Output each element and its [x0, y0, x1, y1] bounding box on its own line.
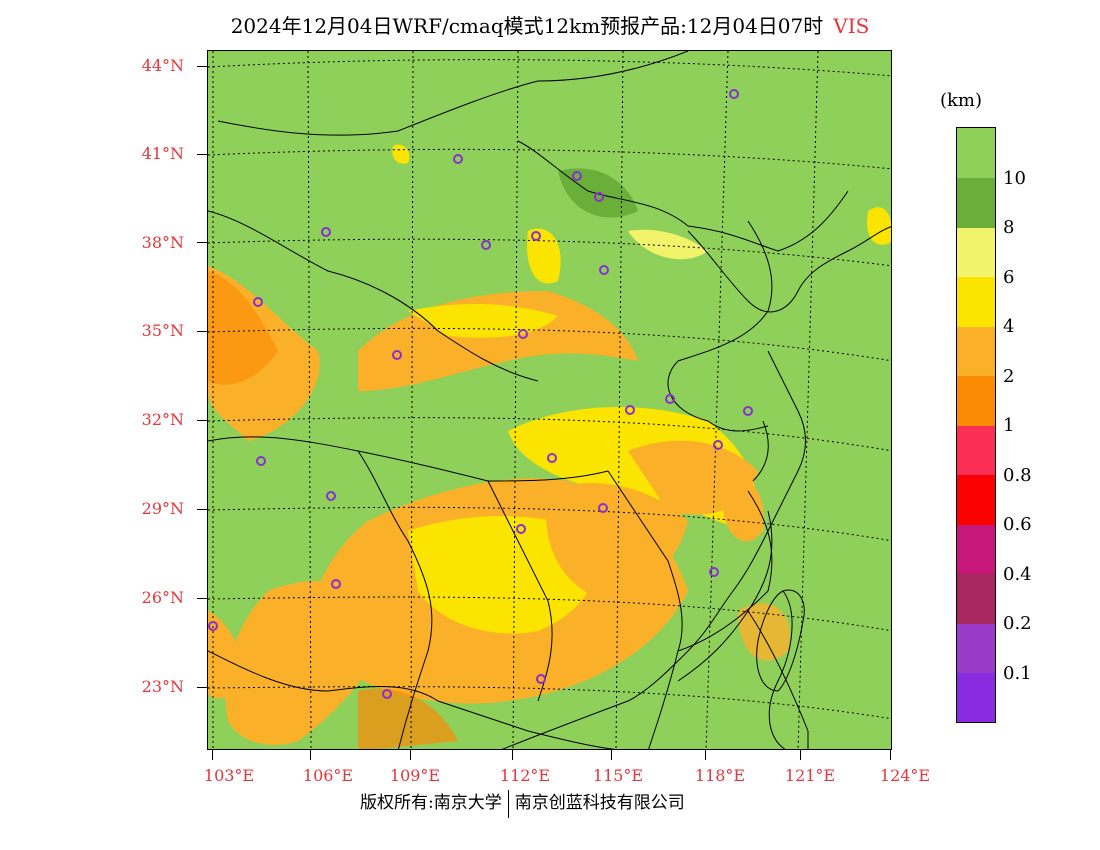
- lat-label: 29°N: [141, 499, 184, 518]
- city-marker: [256, 456, 266, 466]
- map-title: 2024年12月04日WRF/cmaq模式12km预报产品:12月04日07时 V…: [0, 10, 1100, 39]
- colorbar-segment: [957, 525, 995, 574]
- graticule: [208, 51, 891, 749]
- footer-divider: [507, 789, 509, 818]
- colorbar-label: 8: [1003, 217, 1015, 238]
- city-marker: [208, 621, 218, 631]
- coastline: [501, 226, 891, 749]
- colorbar-label: 2: [1003, 366, 1015, 387]
- lon-label: 124°E: [879, 766, 931, 785]
- colorbar-segment: [957, 376, 995, 426]
- lat-label: 26°N: [141, 588, 184, 607]
- colorbar-label: 0.8: [1003, 465, 1032, 486]
- lat-tick: [197, 331, 207, 332]
- lat-label: 35°N: [141, 321, 184, 340]
- colorbar-label: 6: [1003, 267, 1015, 288]
- colorbar-label: 1: [1003, 415, 1015, 436]
- colorbar-segment: [957, 624, 995, 673]
- colorbar-unit: (km): [940, 90, 983, 111]
- lon-tick: [310, 750, 311, 760]
- lat-label: 41°N: [141, 144, 184, 163]
- city-marker: [547, 453, 557, 463]
- lat-tick: [197, 598, 207, 599]
- lon-label: 112°E: [499, 766, 551, 785]
- colorbar-segment: [957, 475, 995, 525]
- lon-label: 121°E: [784, 766, 836, 785]
- copyright-footer: 版权所有:南京大学 南京创蓝科技有限公司: [360, 788, 685, 818]
- city-marker: [709, 567, 719, 577]
- footer-left: 版权所有:南京大学: [360, 793, 502, 813]
- colorbar-segment: [957, 277, 995, 327]
- colorbar-segment: [957, 574, 995, 624]
- city-marker: [453, 154, 463, 164]
- city-marker: [253, 297, 263, 307]
- lon-label: 106°E: [302, 766, 354, 785]
- title-variable: VIS: [833, 14, 870, 38]
- colorbar-label: 0.2: [1003, 613, 1032, 634]
- lat-tick: [197, 66, 207, 67]
- colorbar-segment: [957, 673, 995, 722]
- city-marker: [331, 579, 341, 589]
- colorbar-segment: [957, 228, 995, 277]
- map-canvas: [208, 51, 891, 749]
- city-marker: [572, 171, 582, 181]
- lat-tick: [197, 687, 207, 688]
- lat-tick: [197, 420, 207, 421]
- city-marker: [518, 329, 528, 339]
- city-marker: [516, 524, 526, 534]
- colorbar-label: 4: [1003, 316, 1015, 337]
- city-marker: [713, 440, 723, 450]
- city-marker: [665, 394, 675, 404]
- lon-label: 109°E: [389, 766, 441, 785]
- footer-right: 南京创蓝科技有限公司: [514, 793, 685, 813]
- colorbar-label: 0.6: [1003, 514, 1032, 535]
- lon-label: 103°E: [203, 766, 255, 785]
- colorbar-label: 0.4: [1003, 564, 1032, 585]
- city-marker: [481, 240, 491, 250]
- lat-tick: [197, 509, 207, 510]
- colorbar-segment: [957, 426, 995, 475]
- lon-tick: [800, 750, 801, 760]
- city-marker: [598, 503, 608, 513]
- lon-tick: [512, 750, 513, 760]
- city-marker: [392, 350, 402, 360]
- lat-label: 44°N: [141, 56, 184, 75]
- city-marker: [729, 89, 739, 99]
- city-marker: [536, 674, 546, 684]
- city-marker: [625, 405, 635, 415]
- city-marker: [594, 192, 604, 202]
- lat-label: 32°N: [141, 410, 184, 429]
- lon-label: 115°E: [592, 766, 644, 785]
- colorbar-label: 10: [1003, 168, 1026, 189]
- city-marker: [531, 231, 541, 241]
- title-text: 2024年12月04日WRF/cmaq模式12km预报产品:12月04日07时: [230, 14, 824, 38]
- lon-label: 118°E: [694, 766, 746, 785]
- colorbar-segment: [957, 178, 995, 228]
- colorbar-segment: [957, 128, 995, 178]
- city-marker: [743, 406, 753, 416]
- lat-label: 38°N: [141, 233, 184, 252]
- lon-tick: [890, 750, 891, 760]
- city-marker: [599, 265, 609, 275]
- lat-tick: [197, 154, 207, 155]
- lon-tick: [611, 750, 612, 760]
- lon-tick: [705, 750, 706, 760]
- lon-tick: [410, 750, 411, 760]
- lat-tick: [197, 242, 207, 243]
- colorbar: [956, 127, 996, 723]
- province-boundaries: [208, 51, 849, 749]
- city-marker: [382, 689, 392, 699]
- city-marker: [321, 227, 331, 237]
- visibility-map: [207, 50, 892, 750]
- city-marker: [326, 491, 336, 501]
- colorbar-segment: [957, 327, 995, 376]
- lon-tick: [212, 750, 213, 760]
- lat-label: 23°N: [141, 677, 184, 696]
- colorbar-label: 0.1: [1003, 663, 1032, 684]
